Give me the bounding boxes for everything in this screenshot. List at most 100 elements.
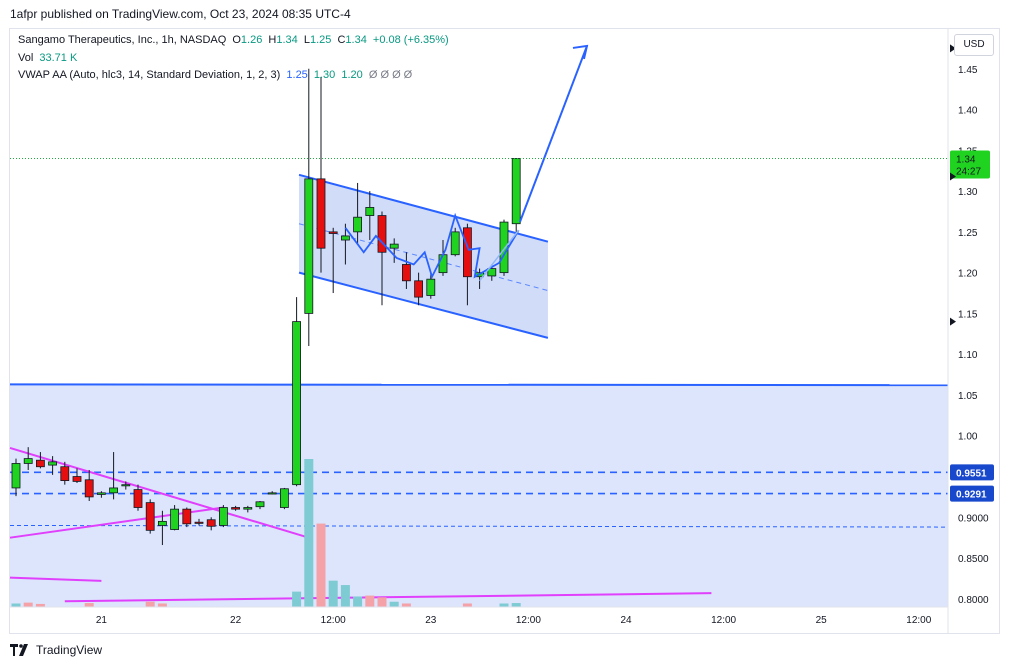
- footer-logo[interactable]: TradingView: [10, 643, 102, 657]
- price-tick-label: 1.40: [958, 106, 978, 117]
- close-value: 1.34: [345, 34, 367, 46]
- time-tick-label: 23: [425, 615, 437, 626]
- candle-body: [426, 278, 436, 296]
- candle-body: [292, 321, 302, 486]
- chart-frame: [9, 28, 1000, 634]
- vwap-value-1: 1.25: [286, 69, 308, 81]
- current-price-tag: [950, 150, 990, 179]
- axis-marker-icon: [950, 317, 956, 326]
- channel-median-line: [298, 223, 549, 292]
- legend-ohlc: Sangamo Therapeutics, Inc., 1h, NASDAQ O…: [18, 34, 452, 46]
- current-price-label: 1.34: [956, 154, 976, 165]
- zone-top-line: [9, 383, 949, 387]
- publish-attribution: 1afpr published on TradingView.com, Oct …: [10, 7, 351, 21]
- candle-body: [365, 207, 375, 216]
- volume-bar: [292, 591, 302, 607]
- price-tick-label: 0.8000: [958, 595, 989, 606]
- support-zone: [10, 384, 948, 607]
- vwap-value-3: 1.20: [341, 69, 363, 81]
- level-tag-0.9551: [950, 464, 994, 481]
- candle-body: [340, 235, 350, 241]
- channel-fill: [299, 174, 548, 338]
- price-tick-label: 1.00: [958, 432, 978, 443]
- candle-body: [316, 178, 326, 249]
- candle-body: [60, 466, 70, 481]
- candle-body: [170, 508, 180, 530]
- axis-marker-icon: [950, 44, 956, 53]
- volume-bar: [11, 603, 21, 607]
- volume-bar: [462, 603, 472, 607]
- candle-body: [389, 243, 399, 249]
- legend-symbol: Sangamo Therapeutics, Inc., 1h, NASDAQ: [18, 34, 227, 46]
- candle-body: [401, 264, 411, 282]
- currency-button[interactable]: USD: [954, 34, 994, 56]
- vwap-value-2: 1.30: [313, 69, 336, 81]
- candle-body: [231, 507, 241, 510]
- volume-bar: [316, 523, 326, 607]
- candle-body: [133, 489, 143, 508]
- time-tick-label: 24: [620, 615, 632, 626]
- candle-body: [450, 231, 460, 256]
- candle-body: [462, 227, 472, 278]
- breakout-arrow-head: [572, 44, 589, 60]
- high-value: 1.34: [276, 34, 298, 46]
- volume-bar: [365, 595, 375, 607]
- candle-body: [511, 158, 521, 225]
- candle-body: [218, 507, 228, 526]
- candle-body: [206, 519, 216, 527]
- candle-body: [328, 231, 338, 234]
- close-label: C: [337, 34, 346, 46]
- candle-body: [48, 461, 57, 466]
- high-label: H: [268, 34, 277, 46]
- volume-label: Vol: [18, 52, 34, 64]
- axis-marker-icon: [950, 172, 956, 181]
- candle-body: [72, 476, 82, 482]
- time-tick-label: 21: [96, 615, 108, 626]
- time-tick-label: 25: [816, 615, 828, 626]
- tradingview-logo-icon: [10, 644, 28, 656]
- volume-bar: [84, 603, 94, 607]
- zigzag-projection: [344, 212, 520, 280]
- price-tick-label: 1.15: [958, 309, 978, 320]
- time-tick-label: 22: [230, 615, 242, 626]
- volume-bar: [499, 603, 509, 607]
- volume-bar: [23, 602, 33, 607]
- candle-body: [438, 254, 448, 274]
- candle-body: [487, 268, 497, 277]
- candle-body: [194, 521, 204, 524]
- candle-body: [414, 280, 424, 298]
- candle-body: [109, 487, 118, 494]
- price-tick-label: 0.8500: [958, 554, 989, 565]
- candle-body: [377, 215, 387, 253]
- candle-body: [353, 216, 363, 233]
- legend-volume: Vol 33.71 K: [18, 52, 80, 64]
- candle-body: [182, 508, 192, 525]
- time-tick-label: 12:00: [711, 615, 736, 626]
- candle-body: [23, 458, 33, 464]
- level-label-0.9551: 0.9551: [956, 468, 987, 479]
- open-label: O: [232, 34, 241, 46]
- volume-bar: [145, 601, 155, 607]
- open-value: 1.26: [240, 34, 263, 46]
- price-tick-label: 1.25: [958, 228, 978, 239]
- volume-bar: [35, 603, 45, 607]
- price-tick-label: 1.20: [958, 269, 978, 280]
- time-tick-label: 12:00: [321, 615, 346, 626]
- volume-bar: [401, 603, 411, 607]
- volume-bar: [328, 580, 338, 607]
- channel-lower-line: [298, 271, 549, 339]
- candle-body: [267, 492, 277, 495]
- candle-body: [279, 488, 289, 508]
- low-value: 1.25: [309, 34, 332, 46]
- candle-body: [97, 492, 106, 495]
- volume-bar: [377, 597, 387, 607]
- time-tick-label: 12:00: [906, 615, 931, 626]
- breakout-arrow-line: [518, 45, 588, 223]
- candle-body: [36, 459, 45, 468]
- price-tick-label: 1.10: [958, 350, 978, 361]
- vwap-label: VWAP AA (Auto, hlc3, 14, Standard Deviat…: [18, 69, 281, 81]
- price-tick-label: 1.05: [958, 391, 978, 402]
- vwap-empty-values: Ø Ø Ø Ø: [368, 69, 413, 81]
- volume-bar: [511, 603, 521, 607]
